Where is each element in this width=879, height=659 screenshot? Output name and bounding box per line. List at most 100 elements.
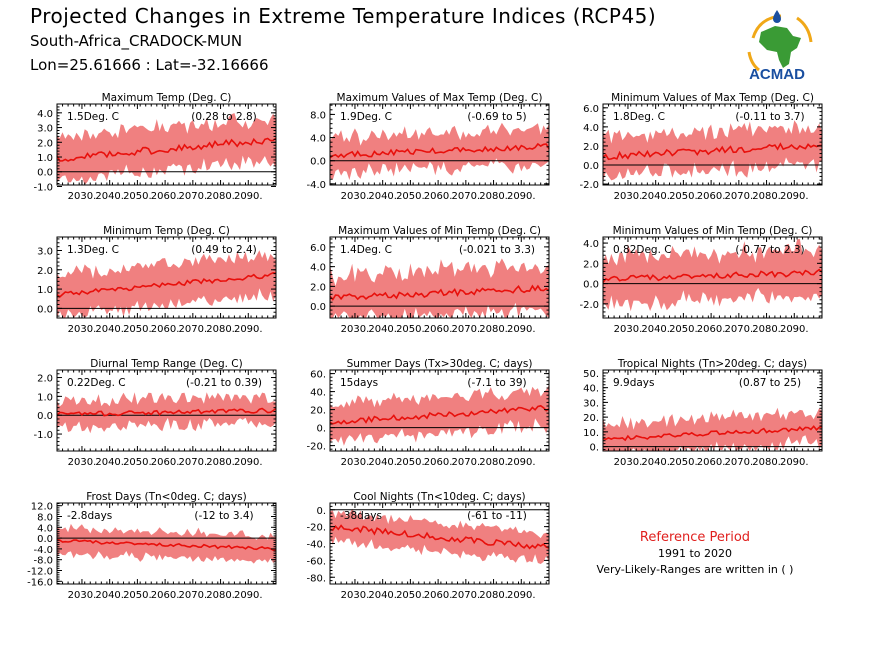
x-tick-label: 2040.	[95, 324, 124, 335]
x-tick-label: 2070.	[452, 191, 481, 202]
y-tick-label: 20.	[310, 406, 326, 417]
y-tick-label: -1.0	[33, 430, 53, 441]
y-tick-label: 2.0	[583, 142, 599, 153]
plot-frame	[602, 103, 823, 186]
y-tick-label: 6.0	[583, 104, 599, 115]
y-tick-label: -80.	[306, 573, 326, 584]
y-tick-label: 0.0	[310, 157, 326, 168]
plot-frame	[602, 236, 823, 319]
y-tick-label: 8.0	[310, 110, 326, 121]
y-tick-label: 1.0	[37, 285, 53, 296]
y-tick-label: 2.0	[37, 374, 53, 385]
y-tick-label: -2.0	[579, 180, 599, 191]
y-tick-label: 20.	[583, 413, 599, 424]
x-tick-label: 2060.	[697, 324, 726, 335]
x-tick-label: 2080.	[752, 457, 781, 468]
chart-panel: 0.0 1.0 2.0 3.0 2030. 2040. 2050. 2060. 2070. 208…	[37, 225, 277, 335]
change-summary: 1.5Deg. C	[67, 111, 119, 123]
y-tick-label: 0.0	[310, 302, 326, 313]
x-tick-label: 2070.	[452, 590, 481, 601]
y-tick-label: 4.0	[310, 263, 326, 274]
x-tick-label: 2090.	[234, 590, 263, 601]
plot-frame	[56, 103, 277, 186]
x-tick-label: 2080.	[206, 324, 235, 335]
very-likely-range: (-12 to 3.4)	[194, 510, 253, 522]
x-tick-label: 2080.	[206, 457, 235, 468]
x-tick-label: 2060.	[424, 590, 453, 601]
plot-frame	[329, 236, 550, 319]
very-likely-range: (0.87 to 25)	[739, 377, 801, 389]
x-tick-label: 2080.	[752, 191, 781, 202]
water-drop-icon	[773, 10, 781, 23]
y-tick-label: 30.	[583, 398, 599, 409]
x-tick-label: 2060.	[151, 191, 180, 202]
y-tick-label: 4.0	[583, 123, 599, 134]
y-tick-label: 4.0	[310, 134, 326, 145]
panel-title: Maximum Temp (Deg. C)	[102, 92, 232, 104]
x-tick-label: 2050.	[123, 590, 152, 601]
reference-period-title: Reference Period	[639, 530, 751, 545]
x-tick-label: 2080.	[206, 191, 235, 202]
median-change-line	[602, 142, 822, 161]
chart-panel: 0. 10. 20. 30. 40. 50. 2030. 2040. 2050. 2060. 207…	[583, 358, 823, 468]
y-tick-label: -40.	[306, 540, 326, 551]
x-tick-label: 2030.	[341, 191, 370, 202]
x-tick-label: 2050.	[669, 324, 698, 335]
very-likely-range-band	[330, 122, 549, 180]
x-tick-label: 2070.	[179, 324, 208, 335]
y-tick-label: 2.0	[37, 266, 53, 277]
x-tick-label: 2090.	[780, 457, 809, 468]
location-label: South-Africa_CRADOCK-MUN	[30, 32, 243, 50]
x-tick-label: 2030.	[341, 590, 370, 601]
x-tick-label: 2090.	[507, 457, 536, 468]
change-summary: 1.3Deg. C	[67, 244, 119, 256]
x-tick-label: 2050.	[396, 324, 425, 335]
x-tick-label: 2060.	[697, 457, 726, 468]
x-tick-label: 2040.	[368, 590, 397, 601]
acmad-logo: ACMAD	[747, 10, 813, 83]
x-tick-label: 2040.	[95, 590, 124, 601]
x-tick-label: 2090.	[780, 191, 809, 202]
y-tick-label: 0.	[316, 506, 326, 517]
y-tick-label: 0.	[589, 443, 599, 454]
panel-title: Maximum Values of Max Temp (Deg. C)	[337, 92, 543, 104]
y-tick-label: 0.0	[37, 411, 53, 422]
very-likely-range: (-0.21 to 0.39)	[186, 377, 262, 389]
x-tick-label: 2030.	[68, 457, 97, 468]
x-tick-label: 2070.	[179, 457, 208, 468]
x-tick-label: 2090.	[780, 324, 809, 335]
x-tick-label: 2050.	[669, 191, 698, 202]
chart-panel: -2.0 0.0 2.0 4.0 6.0 2030. 2040. 2050. 2060. 2070…	[579, 92, 823, 202]
x-tick-label: 2030.	[68, 590, 97, 601]
x-tick-label: 2070.	[179, 191, 208, 202]
x-tick-label: 2040.	[641, 191, 670, 202]
panel-title: Minimum Values of Min Temp (Deg. C)	[613, 225, 813, 237]
x-tick-label: 2060.	[424, 457, 453, 468]
x-tick-label: 2030.	[614, 191, 643, 202]
change-summary: -38days	[340, 510, 382, 522]
y-tick-label: 0.0	[583, 280, 599, 291]
change-summary: 1.9Deg. C	[340, 111, 392, 123]
y-tick-label: 10.	[583, 428, 599, 439]
y-tick-label: -20.	[306, 442, 326, 453]
y-tick-label: 60.	[310, 370, 326, 381]
x-tick-label: 2040.	[95, 191, 124, 202]
very-likely-range-band	[57, 113, 276, 185]
x-tick-label: 2040.	[368, 324, 397, 335]
y-tick-label: 0.0	[37, 304, 53, 315]
x-tick-label: 2030.	[68, 191, 97, 202]
x-tick-label: 2030.	[341, 457, 370, 468]
y-tick-label: 40.	[310, 388, 326, 399]
panel-title: Maximum Values of Min Temp (Deg. C)	[338, 225, 541, 237]
x-tick-label: 2090.	[507, 324, 536, 335]
y-tick-label: -4.0	[306, 180, 326, 191]
y-tick-label: 40.	[583, 384, 599, 395]
plot-frame	[329, 369, 550, 452]
figure-title: Projected Changes in Extreme Temperature…	[30, 4, 657, 28]
very-likely-range: (-0.11 to 3.7)	[735, 111, 804, 123]
x-tick-label: 2040.	[641, 324, 670, 335]
x-tick-label: 2090.	[507, 191, 536, 202]
